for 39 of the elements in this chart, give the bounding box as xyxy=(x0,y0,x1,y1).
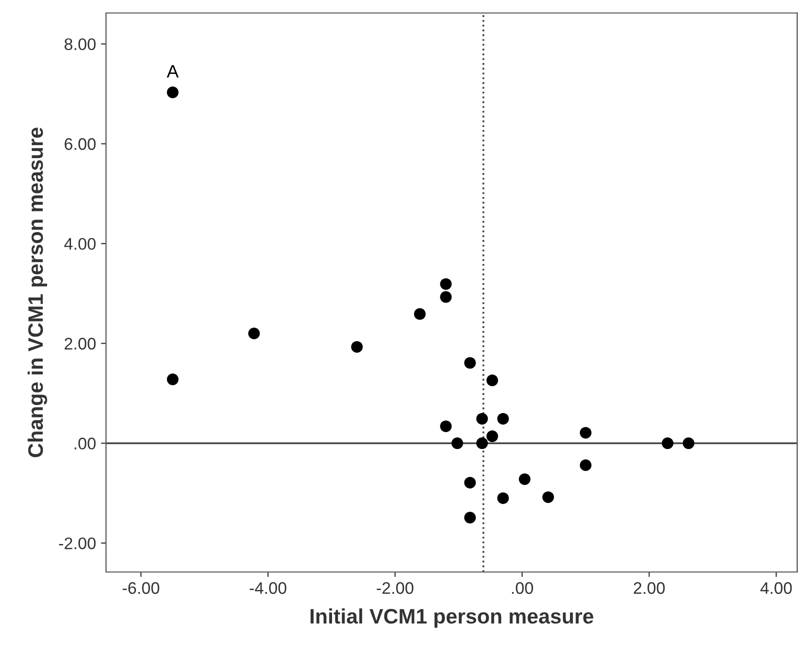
y-axis-title: Change in VCM1 person measure xyxy=(28,128,48,458)
point xyxy=(464,512,476,524)
y-tick-label: -2.00 xyxy=(59,537,96,550)
point xyxy=(497,412,509,425)
point xyxy=(351,341,363,353)
point xyxy=(414,308,426,320)
point xyxy=(486,430,498,442)
point xyxy=(440,291,452,303)
y-tick-label: 8.00 xyxy=(64,38,96,50)
point xyxy=(476,412,488,425)
point xyxy=(580,459,592,471)
y-tick-label: 2.00 xyxy=(64,338,96,350)
y-tick-label: 6.00 xyxy=(64,138,96,150)
point xyxy=(682,437,694,450)
y-tick-label: .00 xyxy=(74,438,96,450)
x-tick-label: -2.00 xyxy=(376,582,414,594)
y-tick-label: 4.00 xyxy=(64,238,96,250)
x-tick-label: 4.00 xyxy=(760,582,792,594)
point xyxy=(476,437,488,450)
point xyxy=(440,278,452,290)
x-axis-title: Initial VCM1 person measure xyxy=(310,608,594,628)
x-tick-label: -4.00 xyxy=(250,582,286,594)
x-tick-label: 2.00 xyxy=(634,582,665,594)
point xyxy=(464,357,476,369)
point xyxy=(580,426,592,439)
point xyxy=(248,328,260,340)
point xyxy=(166,86,179,98)
annotation: A xyxy=(166,65,179,78)
x-tick-label: -6.00 xyxy=(122,582,160,594)
point xyxy=(452,437,464,450)
point xyxy=(440,420,452,432)
point xyxy=(542,491,554,503)
point xyxy=(662,437,674,450)
point xyxy=(166,374,179,386)
point xyxy=(486,374,498,386)
point xyxy=(497,492,509,504)
point xyxy=(464,476,476,488)
point xyxy=(518,473,530,485)
x-tick-label: .00 xyxy=(512,582,534,594)
